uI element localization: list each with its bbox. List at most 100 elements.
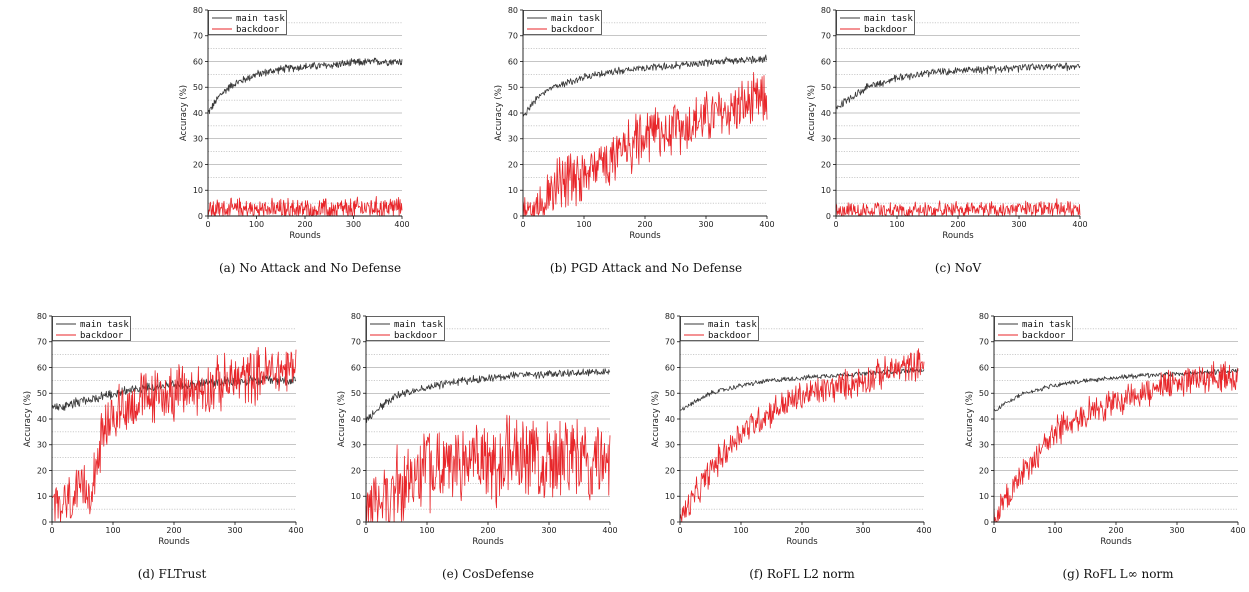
chart-6: 0 10 20 30 40 50 60 70 80 0 100 200 300 400 Rounds Accu… (651, 312, 932, 581)
legend-entry: backdoor (708, 331, 752, 341)
y-tick-label: 60 (979, 363, 989, 372)
y-axis-label: Accuracy (%) (337, 391, 347, 447)
y-tick-label: 80 (351, 312, 361, 321)
series-line-backdoor (207, 195, 403, 217)
x-tick-label: 300 (855, 526, 870, 535)
legend-entry: backdoor (551, 25, 595, 35)
y-tick-label: 40 (979, 415, 989, 424)
series-line-backdoor (365, 414, 611, 523)
x-tick-label: 400 (394, 220, 409, 229)
series-line-main-task (365, 368, 611, 423)
y-tick-label: 20 (351, 466, 361, 475)
x-tick-label: 200 (297, 220, 312, 229)
x-tick-label: 300 (346, 220, 361, 229)
x-axis-label: Rounds (786, 537, 818, 547)
x-tick-label: 300 (541, 526, 556, 535)
x-tick-label: 0 (833, 220, 838, 229)
legend-box (52, 316, 131, 341)
y-tick-label: 20 (37, 466, 47, 475)
y-axis-label: Accuracy (%) (23, 391, 33, 447)
y-tick-label: 0 (826, 212, 831, 221)
y-tick-label: 80 (37, 312, 47, 321)
y-tick-label: 30 (665, 441, 675, 450)
x-axis-label: Rounds (1100, 537, 1132, 547)
y-tick-label: 10 (351, 492, 361, 501)
y-tick-label: 50 (193, 83, 203, 92)
x-tick-label: 400 (916, 526, 931, 535)
y-tick-label: 30 (37, 441, 47, 450)
legend-entry: backdoor (80, 331, 124, 341)
y-tick-label: 40 (351, 415, 361, 424)
legend-entry: main task (1022, 320, 1071, 330)
x-tick-label: 400 (759, 220, 774, 229)
y-tick-label: 70 (351, 338, 361, 347)
y-tick-label: 10 (508, 186, 518, 195)
y-tick-label: 20 (979, 466, 989, 475)
x-axis-label: Rounds (942, 231, 974, 241)
chart-1: 0 10 20 30 40 50 60 70 80 0 100 200 300 400 Rounds Accu… (179, 6, 410, 275)
y-axis-label: Accuracy (%) (807, 85, 817, 141)
series-line-main-task (679, 368, 925, 411)
legend-entry: main task (80, 320, 129, 330)
series-line-backdoor (522, 72, 768, 217)
y-tick-label: 70 (193, 32, 203, 41)
y-tick-label: 0 (42, 518, 47, 527)
legend-entry: backdoor (394, 331, 438, 341)
y-axis-label: Accuracy (%) (965, 391, 975, 447)
series-line-backdoor (993, 361, 1239, 523)
x-tick-label: 200 (637, 220, 652, 229)
x-tick-label: 200 (794, 526, 809, 535)
y-tick-label: 60 (665, 363, 675, 372)
y-axis-label: Accuracy (%) (651, 391, 661, 447)
y-tick-label: 0 (670, 518, 675, 527)
subfigure-caption: (b) PGD Attack and No Defense (550, 261, 742, 275)
x-tick-label: 400 (288, 526, 303, 535)
x-tick-label: 100 (249, 220, 264, 229)
x-axis-label: Rounds (158, 537, 190, 547)
y-tick-label: 30 (193, 135, 203, 144)
series-line-backdoor (679, 348, 925, 523)
legend-box (680, 316, 759, 341)
legend-entry: backdoor (864, 25, 908, 35)
y-tick-label: 70 (821, 32, 831, 41)
x-tick-label: 400 (1072, 220, 1087, 229)
series-line-backdoor (51, 346, 297, 523)
y-tick-label: 20 (508, 160, 518, 169)
x-axis-label: Rounds (289, 231, 321, 241)
y-tick-label: 50 (508, 83, 518, 92)
subfigure-caption: (c) NoV (935, 261, 982, 275)
x-tick-label: 0 (363, 526, 368, 535)
chart-2: 0 10 20 30 40 50 60 70 80 0 100 200 300 400 Rounds Accu… (494, 6, 775, 275)
y-tick-label: 50 (37, 389, 47, 398)
y-tick-label: 80 (508, 6, 518, 15)
y-tick-label: 80 (821, 6, 831, 15)
legend-box (366, 316, 445, 341)
x-axis-label: Rounds (472, 537, 504, 547)
x-tick-label: 0 (205, 220, 210, 229)
y-tick-label: 30 (351, 441, 361, 450)
legend-box (523, 10, 602, 35)
series-line-main-task (835, 62, 1081, 110)
x-tick-label: 100 (733, 526, 748, 535)
x-tick-label: 100 (576, 220, 591, 229)
chart-5: 0 10 20 30 40 50 60 70 80 0 100 200 300 400 Rounds Accu… (337, 312, 618, 581)
chart-7: 0 10 20 30 40 50 60 70 80 0 100 200 300 400 Rounds Accu… (965, 312, 1246, 581)
x-tick-label: 300 (227, 526, 242, 535)
subfigure-caption: (f) RoFL L2 norm (749, 567, 855, 581)
x-tick-label: 200 (480, 526, 495, 535)
legend-entry: main task (551, 14, 600, 24)
y-tick-label: 60 (821, 57, 831, 66)
subfigure-caption: (g) RoFL L∞ norm (1062, 567, 1174, 581)
legend-box (208, 10, 287, 35)
y-tick-label: 30 (979, 441, 989, 450)
x-tick-label: 100 (419, 526, 434, 535)
y-tick-label: 40 (821, 109, 831, 118)
y-tick-label: 40 (508, 109, 518, 118)
subfigure-caption: (e) CosDefense (442, 567, 534, 581)
x-tick-label: 200 (166, 526, 181, 535)
y-tick-label: 50 (979, 389, 989, 398)
